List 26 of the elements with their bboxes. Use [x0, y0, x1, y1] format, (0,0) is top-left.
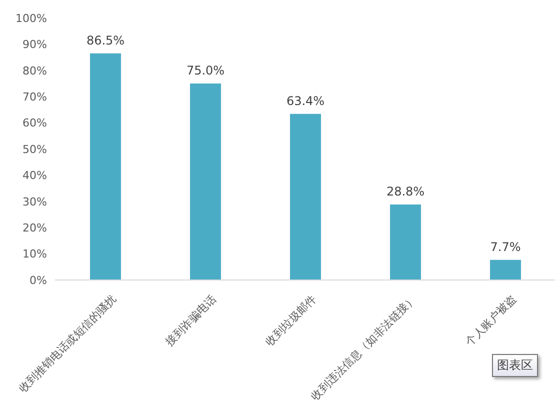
bar — [490, 260, 521, 280]
text: 图表区 — [492, 354, 538, 377]
x-tick-label: 接到诈骗电话 — [162, 292, 219, 348]
data-label: 86.5% — [86, 33, 125, 48]
x-tick-label: 个人账户被盗 — [462, 292, 519, 348]
y-tick-label: 0% — [30, 274, 47, 287]
x-tick-label: 收到垃圾邮件 — [262, 292, 319, 348]
bar — [190, 84, 221, 280]
y-tick-label: 90% — [22, 38, 47, 52]
y-tick-label: 100% — [16, 12, 47, 25]
y-tick-label: 60% — [22, 116, 47, 130]
y-tick-label: 70% — [22, 90, 47, 104]
data-label: 63.4% — [286, 94, 325, 108]
y-tick-label: 50% — [22, 142, 47, 156]
data-label: 75.0% — [186, 64, 225, 78]
y-tick-label: 40% — [22, 169, 47, 182]
bar — [90, 53, 121, 280]
data-label: 7.7% — [490, 240, 521, 254]
data-label: 28.8% — [386, 184, 425, 199]
y-tick-label: 20% — [22, 222, 47, 235]
x-tick-label: 收到推销电话或短信的骚扰 — [16, 292, 119, 396]
bar — [290, 114, 321, 280]
bar — [390, 204, 421, 280]
y-tick-label: 10% — [22, 248, 47, 261]
y-tick-label: 30% — [22, 195, 47, 208]
y-tick-label: 80% — [22, 64, 47, 78]
